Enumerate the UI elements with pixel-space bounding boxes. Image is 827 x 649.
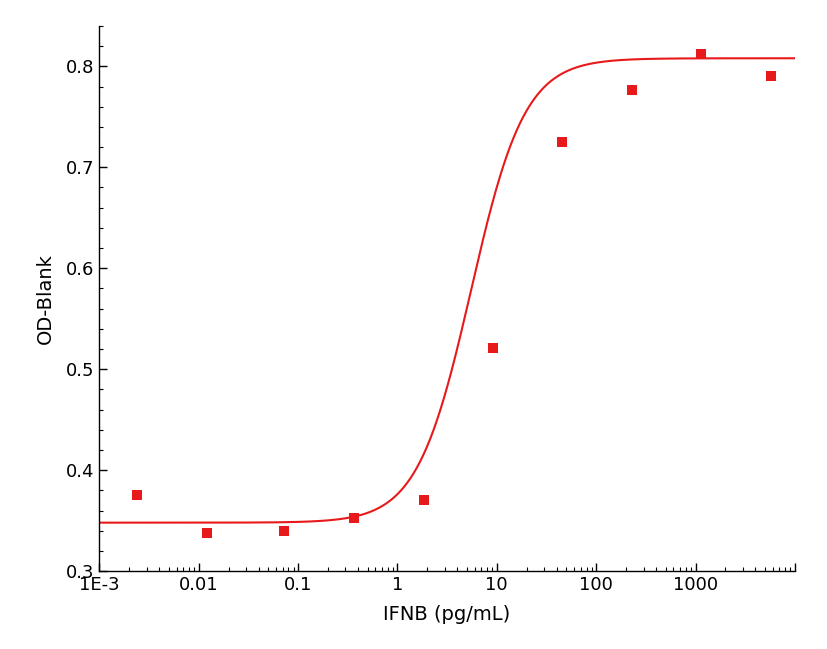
Point <box>485 343 499 353</box>
Point <box>694 49 707 60</box>
Point <box>347 513 361 523</box>
Point <box>555 137 568 147</box>
Y-axis label: OD-Blank: OD-Blank <box>36 253 55 344</box>
Point <box>278 526 291 536</box>
Point <box>416 495 429 506</box>
X-axis label: IFNB (pg/mL): IFNB (pg/mL) <box>383 605 510 624</box>
Point <box>131 490 144 500</box>
Point <box>200 528 213 538</box>
Point <box>624 84 638 95</box>
Point <box>763 71 777 82</box>
